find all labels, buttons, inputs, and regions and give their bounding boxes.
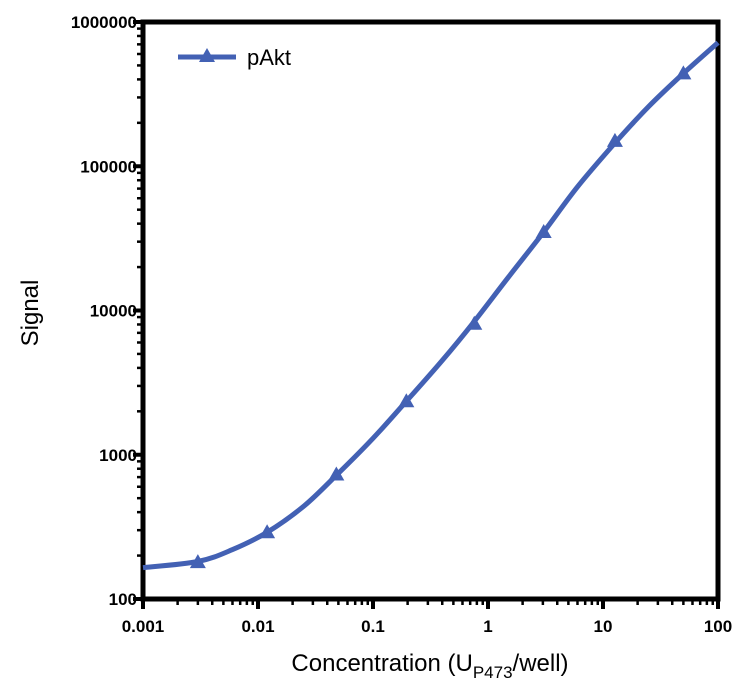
x-tick-label: 10 bbox=[594, 617, 613, 636]
data-point-marker bbox=[466, 315, 483, 330]
y-tick-label: 1000000 bbox=[71, 13, 137, 32]
x-tick-label: 0.01 bbox=[241, 617, 274, 636]
data-point-marker bbox=[398, 393, 415, 408]
x-axis-title-main: Concentration (U bbox=[291, 650, 472, 677]
y-tick-label: 10000 bbox=[90, 302, 137, 321]
x-tick-label: 100 bbox=[704, 617, 732, 636]
x-axis-title-suffix: /well) bbox=[513, 650, 569, 677]
data-point-marker bbox=[189, 554, 206, 569]
y-tick-label: 100 bbox=[109, 590, 137, 609]
series-line-pAkt bbox=[142, 40, 720, 571]
legend-marker bbox=[199, 48, 215, 62]
data-point-marker bbox=[606, 132, 623, 147]
legend: pAkt bbox=[178, 45, 291, 70]
x-tick-label: 0.001 bbox=[122, 617, 165, 636]
data-point-marker bbox=[675, 65, 692, 80]
y-tick-label: 100000 bbox=[80, 157, 137, 176]
data-point-marker bbox=[259, 524, 276, 539]
plot-frame bbox=[140, 19, 721, 602]
x-axis-title-subscript: P473 bbox=[473, 663, 513, 681]
y-axis-title: Signal bbox=[17, 280, 44, 347]
data-point-marker bbox=[328, 466, 345, 481]
x-tick-label: 0.1 bbox=[361, 617, 385, 636]
x-tick-label: 1 bbox=[483, 617, 492, 636]
data-point-marker bbox=[535, 224, 552, 239]
x-axis-title: Concentration (UP473/well) bbox=[291, 650, 568, 681]
series-layer bbox=[142, 40, 720, 571]
ticks: 0.001 0.01 0.1 1 10 100 100 1000 10000 100000 1000… bbox=[71, 13, 732, 636]
axes bbox=[140, 19, 721, 602]
legend-label: pAkt bbox=[247, 45, 291, 70]
y-tick-label: 1000 bbox=[99, 446, 137, 465]
